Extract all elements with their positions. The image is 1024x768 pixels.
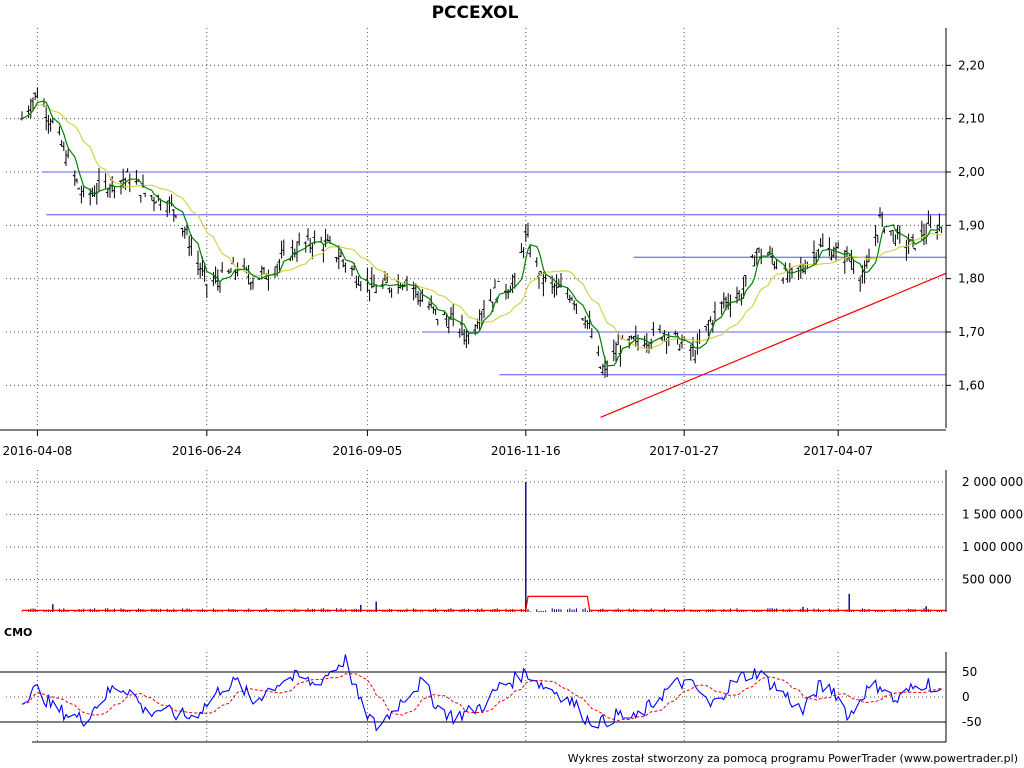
cmo-label: CMO	[4, 626, 32, 639]
volume-average-line	[22, 595, 946, 612]
cmo-axis: 50 0 -50	[32, 652, 982, 743]
price-tick-label: 1,70	[958, 325, 985, 339]
date-tick-label: 2016-04-08	[3, 444, 73, 458]
short-moving-average-line	[21, 100, 942, 367]
price-axis: 2,20 2,10 2,00 1,90 1,80 1,70 1,60	[945, 28, 985, 428]
volume-axis: 2 000 000 1 500 000 1 000 000 500 000	[945, 470, 1023, 612]
price-tick-label: 2,10	[958, 112, 985, 126]
cmo-grid	[0, 652, 946, 742]
cmo-tick-label: -50	[962, 715, 982, 729]
price-tick-label: 2,20	[958, 58, 985, 72]
chart-title: PCCEXOL	[432, 3, 519, 23]
volume-tick-label: 1 500 000	[962, 508, 1023, 522]
price-grid	[6, 28, 946, 428]
cmo-tick-label: 50	[962, 665, 977, 679]
cmo-signal-line	[21, 673, 942, 722]
trend-line	[600, 272, 947, 418]
date-tick-label: 2017-01-27	[649, 444, 719, 458]
date-tick-label: 2016-11-16	[491, 444, 561, 458]
price-bars	[20, 87, 943, 378]
date-axis: 2016-04-08 2016-06-24 2016-09-05 2016-11-16…	[0, 429, 946, 458]
price-tick-label: 2,00	[958, 165, 985, 179]
volume-grid	[6, 470, 946, 612]
volume-tick-label: 1 000 000	[962, 540, 1023, 554]
price-tick-label: 1,80	[958, 272, 985, 286]
cmo-tick-label: 0	[962, 690, 970, 704]
volume-tick-label: 500 000	[962, 573, 1012, 587]
price-tick-label: 1,60	[958, 378, 985, 392]
date-tick-label: 2017-04-07	[803, 444, 873, 458]
volume-bars	[21, 482, 943, 612]
footer-credit: Wykres został stworzony za pomocą progra…	[568, 752, 1018, 765]
date-tick-label: 2016-09-05	[333, 444, 403, 458]
cmo-line	[21, 654, 942, 732]
support-resistance-levels	[41, 171, 946, 376]
price-tick-label: 1,90	[958, 218, 985, 232]
volume-tick-label: 2 000 000	[962, 475, 1023, 489]
long-moving-average-line	[21, 104, 942, 351]
date-tick-label: 2016-06-24	[172, 444, 242, 458]
